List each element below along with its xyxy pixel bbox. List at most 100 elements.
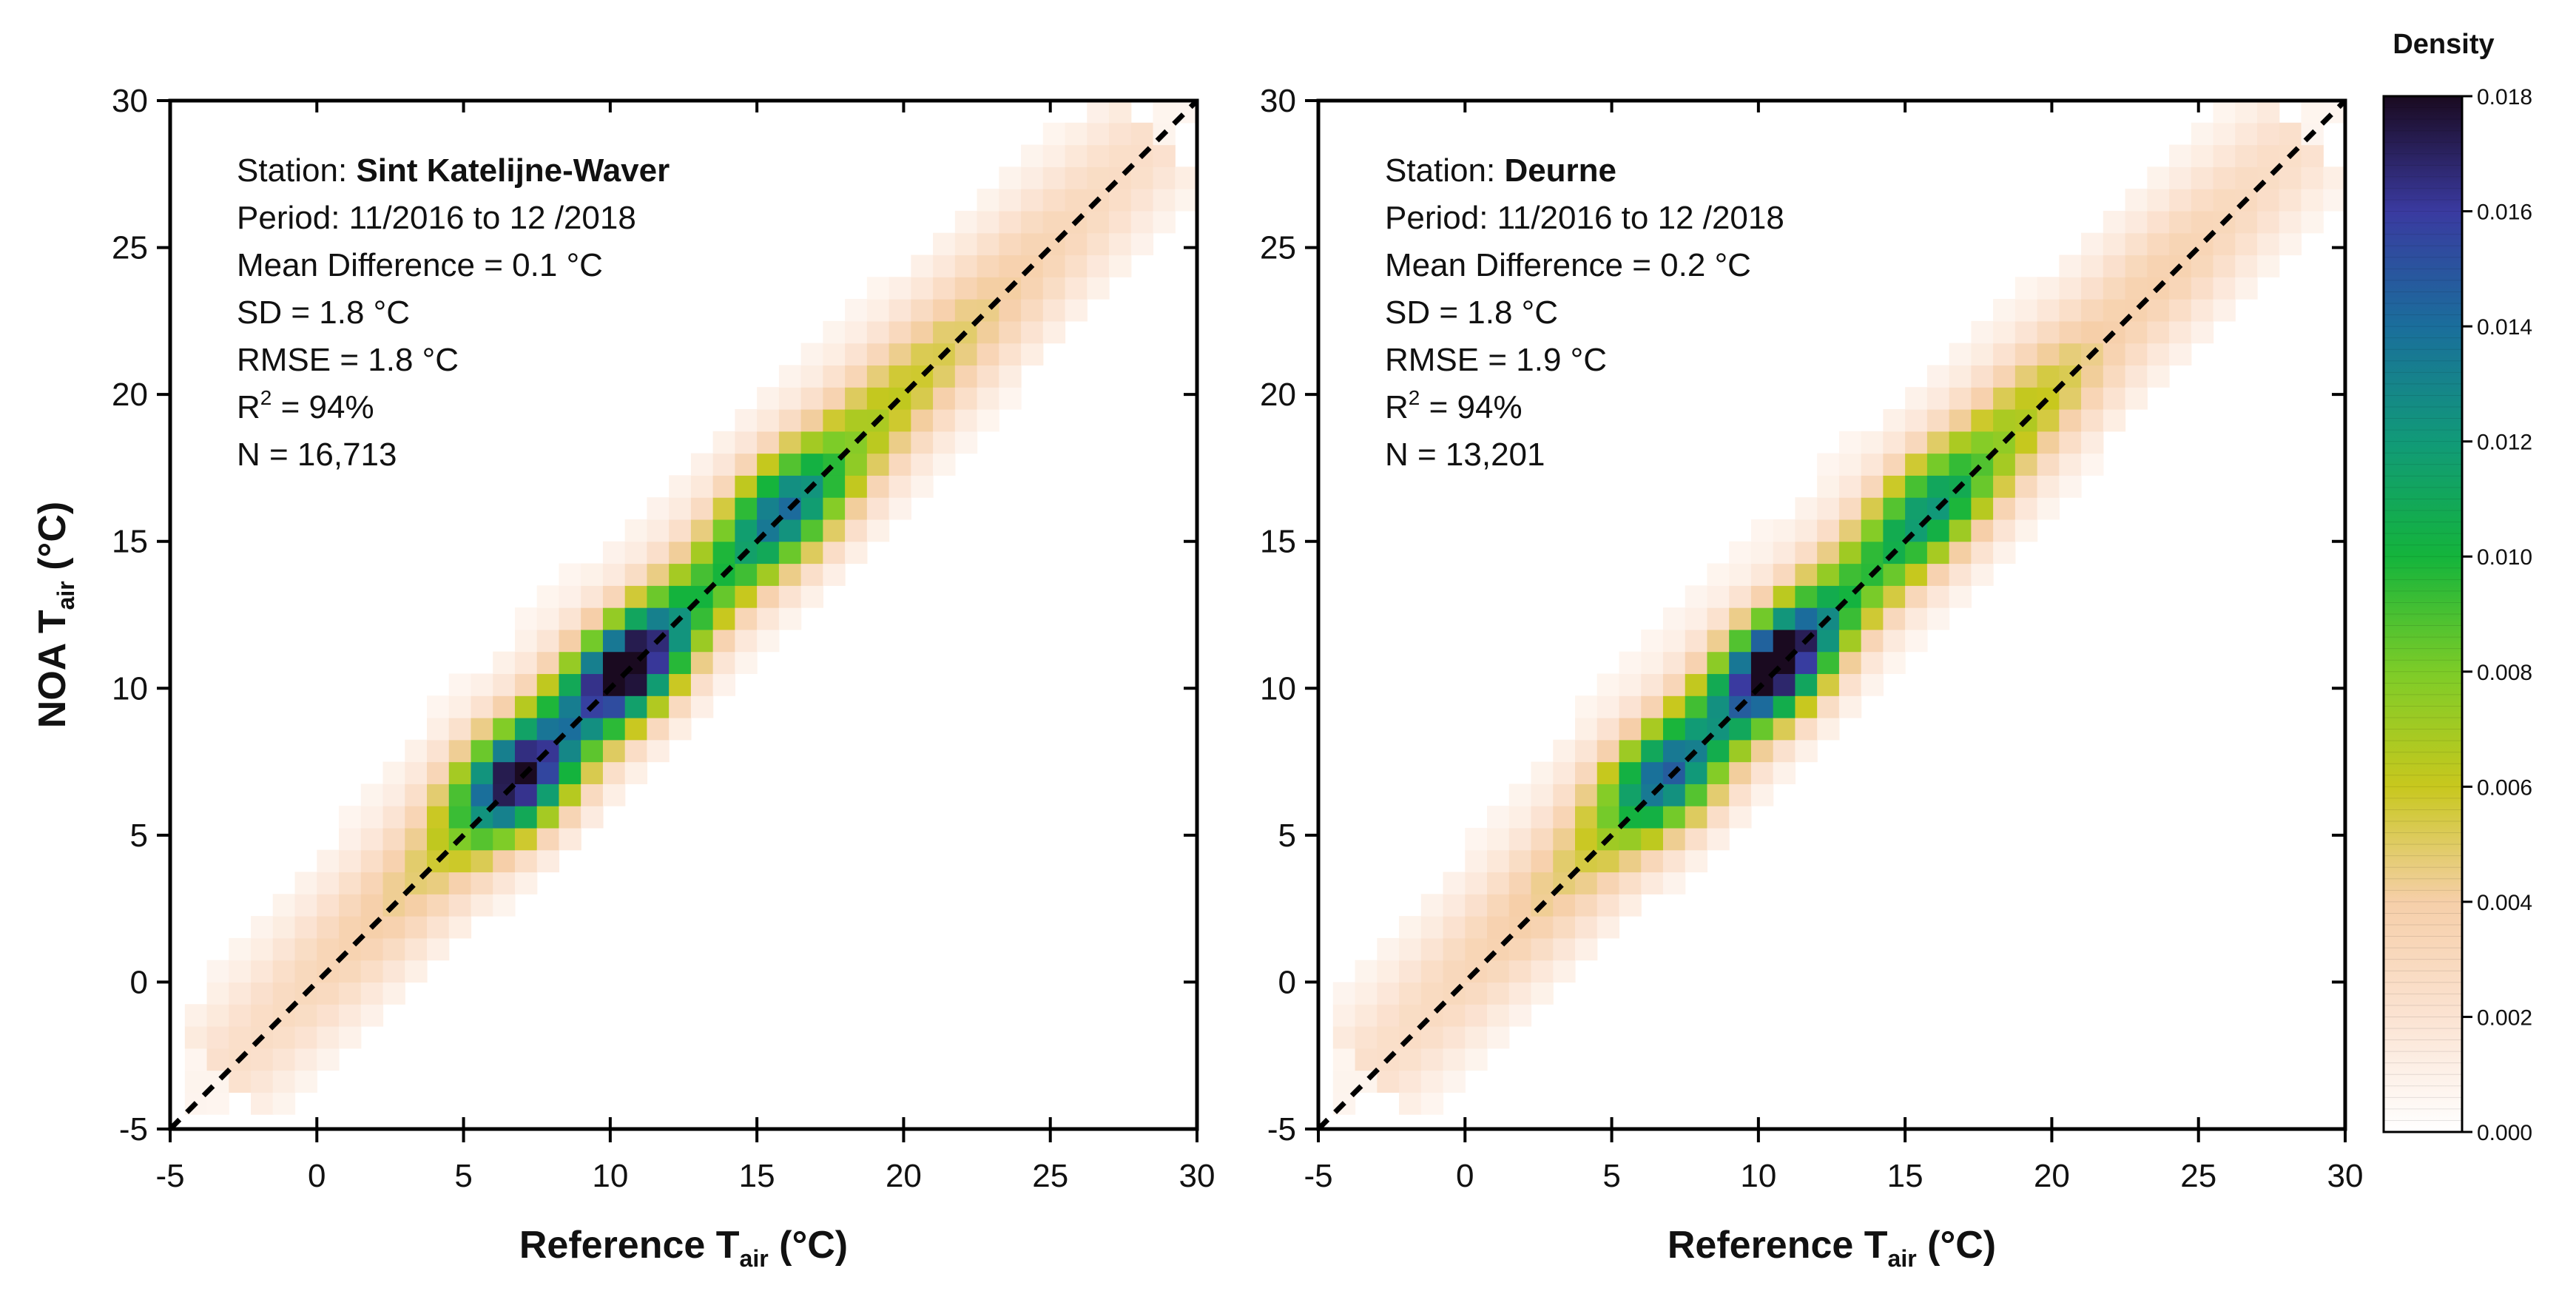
left-density-cell — [712, 629, 735, 653]
left-density-cell — [999, 299, 1022, 322]
left-density-cell — [1175, 166, 1197, 189]
right-density-cell — [1750, 585, 1774, 608]
right-density-cell — [1508, 982, 1532, 1005]
left-density-cell — [669, 629, 692, 653]
right-density-cell — [2014, 453, 2038, 476]
right-density-cell — [1531, 806, 1554, 829]
right-density-cell — [1596, 761, 1620, 784]
left-density-cell — [757, 387, 780, 410]
right-density-cell — [1355, 1026, 1378, 1049]
right-density-cell — [2037, 475, 2060, 498]
right-density-cell — [1619, 718, 1642, 741]
left-density-cell — [405, 784, 428, 806]
left-density-cell — [669, 718, 692, 741]
right-density-cell — [1861, 673, 1884, 696]
left-density-cell — [1021, 299, 1044, 322]
right-density-cell — [1795, 563, 1818, 586]
left-density-cell — [1065, 255, 1088, 277]
left-density-cell — [823, 497, 846, 520]
left-density-cell — [1042, 189, 1066, 212]
left-density-cell — [229, 1026, 252, 1049]
right-density-cell — [1553, 784, 1576, 806]
left-density-cell — [559, 695, 581, 718]
right-density-cell — [1420, 1070, 1444, 1093]
left-density-cell — [800, 519, 823, 542]
left-density-cell — [866, 453, 890, 476]
right-density-cell — [1575, 806, 1598, 829]
left-density-cell — [823, 541, 846, 565]
right-y-tick-label: 25 — [1260, 230, 1296, 266]
left-density-cell — [493, 894, 516, 917]
left-density-cell — [405, 806, 428, 829]
right-density-cell — [2213, 277, 2236, 300]
right-density-cell — [1575, 827, 1598, 851]
right-density-cell — [1575, 937, 1598, 961]
left-density-cell — [339, 1004, 362, 1027]
right-density-cell — [1619, 761, 1642, 784]
left-density-cell — [999, 387, 1022, 410]
right-density-cell — [1487, 806, 1510, 829]
right-density-cell — [1465, 827, 1488, 851]
left-density-cell — [251, 982, 274, 1005]
right-density-cell — [1531, 937, 1554, 961]
right-density-cell — [1685, 718, 1708, 741]
right-density-cell — [1575, 916, 1598, 939]
left-density-cell — [735, 431, 758, 454]
left-density-cell — [514, 784, 538, 806]
left-density-cell — [294, 894, 317, 917]
right-y-tick-label: -5 — [1267, 1111, 1296, 1148]
left-density-cell — [735, 475, 758, 498]
left-density-cell — [954, 232, 978, 256]
left-density-cell — [382, 784, 405, 806]
colorbar-ticks: 0.000 0.002 0.004 0.006 0.008 0.010 0.012 0.014… — [2462, 85, 2532, 1145]
right-density-cell — [2147, 166, 2170, 189]
left-density-cell — [493, 651, 516, 675]
right-density-cell — [2081, 453, 2104, 476]
right-density-cell — [1750, 607, 1774, 630]
right-density-cell — [1729, 607, 1752, 630]
right-density-cell — [1619, 651, 1642, 675]
right-density-cell — [1993, 365, 2016, 388]
left-density-cell — [800, 343, 823, 366]
right-density-cell — [1508, 960, 1532, 983]
left-density-cell — [999, 166, 1022, 189]
left-density-cell — [514, 827, 538, 851]
left-density-cell — [493, 872, 516, 894]
left-density-cell — [669, 475, 692, 498]
right-density-cell — [1729, 541, 1752, 565]
left-density-cell — [427, 718, 450, 741]
left-density-cell — [1153, 189, 1176, 212]
right-density-cell — [1531, 872, 1554, 894]
right-density-cell — [1355, 1048, 1378, 1071]
right-density-cell — [1949, 497, 1972, 520]
left-density-cell — [405, 827, 428, 851]
right-density-cell — [2235, 210, 2258, 234]
left-density-cell — [471, 827, 493, 851]
colorbar-tick-label: 0.014 — [2477, 315, 2532, 340]
right-density-cell — [2323, 166, 2345, 189]
colorbar-tick-label: 0.016 — [2477, 200, 2532, 225]
right-density-cell — [1619, 849, 1642, 873]
left-density-cell — [536, 585, 560, 608]
right-density-cell — [1575, 784, 1598, 806]
right-density-cell — [2125, 255, 2148, 277]
left-density-cell — [493, 673, 516, 696]
right-density-cell — [1487, 960, 1510, 983]
left-density-cell — [800, 563, 823, 586]
right-density-cell — [2235, 166, 2258, 189]
right-density-cell — [1685, 629, 1708, 653]
left-density-cell — [778, 453, 802, 476]
left-density-cell — [471, 718, 493, 741]
right-density-cell — [1729, 563, 1752, 586]
right-density-cell — [1662, 849, 1686, 873]
left-density-cell — [712, 585, 735, 608]
right-density-cell — [1971, 343, 1994, 366]
left-density-cell — [669, 497, 692, 520]
left-density-cell — [1065, 166, 1088, 189]
right-density-cell — [1750, 563, 1774, 586]
left-density-cell — [933, 365, 956, 388]
left-density-cell — [823, 320, 846, 344]
right-density-cell — [1971, 431, 1994, 454]
left-x-tick-label: -5 — [155, 1158, 184, 1194]
left-density-cell — [581, 651, 604, 675]
